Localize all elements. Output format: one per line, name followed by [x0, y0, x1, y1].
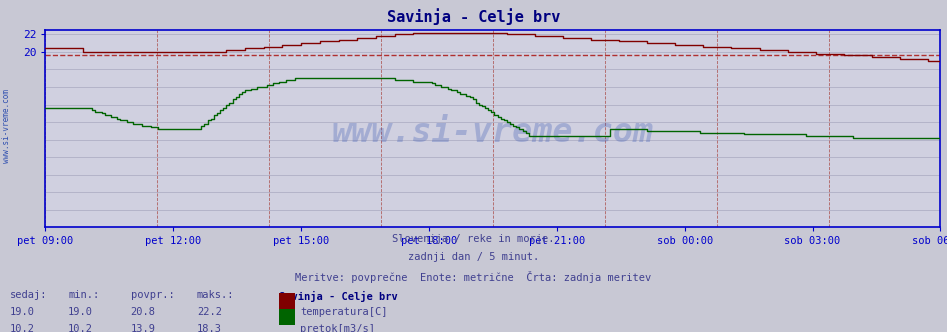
- Text: 13.9: 13.9: [131, 324, 155, 332]
- Text: 19.0: 19.0: [68, 307, 93, 317]
- Text: www.si-vreme.com: www.si-vreme.com: [331, 116, 654, 149]
- Text: Savinja - Celje brv: Savinja - Celje brv: [386, 8, 561, 25]
- Text: 10.2: 10.2: [9, 324, 34, 332]
- Text: povpr.:: povpr.:: [131, 290, 174, 300]
- Text: zadnji dan / 5 minut.: zadnji dan / 5 minut.: [408, 252, 539, 262]
- Text: sedaj:: sedaj:: [9, 290, 47, 300]
- Text: 19.0: 19.0: [9, 307, 34, 317]
- Text: min.:: min.:: [68, 290, 99, 300]
- Text: 22.2: 22.2: [197, 307, 222, 317]
- Text: Meritve: povprečne  Enote: metrične  Črta: zadnja meritev: Meritve: povprečne Enote: metrične Črta:…: [295, 271, 652, 283]
- Text: pretok[m3/s]: pretok[m3/s]: [300, 324, 375, 332]
- Text: 10.2: 10.2: [68, 324, 93, 332]
- Text: 20.8: 20.8: [131, 307, 155, 317]
- Text: 18.3: 18.3: [197, 324, 222, 332]
- Text: maks.:: maks.:: [197, 290, 235, 300]
- Text: Slovenija / reke in morje.: Slovenija / reke in morje.: [392, 234, 555, 244]
- Text: temperatura[C]: temperatura[C]: [300, 307, 387, 317]
- Text: www.si-vreme.com: www.si-vreme.com: [2, 89, 11, 163]
- Text: Savinja - Celje brv: Savinja - Celje brv: [279, 290, 398, 301]
